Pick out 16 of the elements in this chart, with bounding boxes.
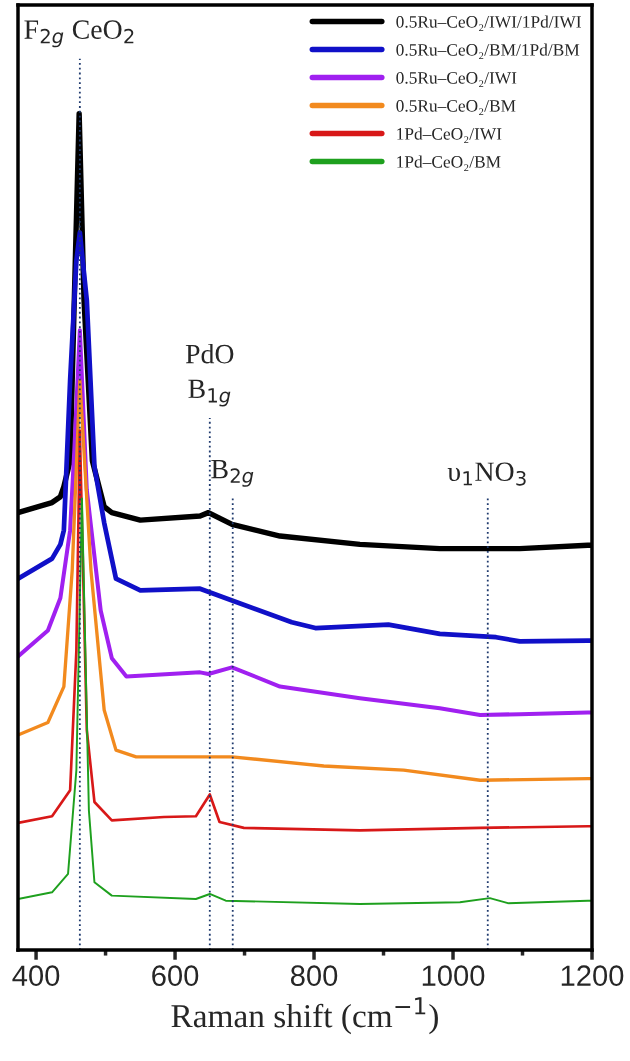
legend-label: 0.5Ru–CeO₂/IWI/1Pd/IWI bbox=[396, 15, 581, 32]
legend-label: 1Pd–CeO₂/BM bbox=[397, 155, 501, 172]
legend-label: 0.5Ru–CeO₂/IWI bbox=[396, 72, 517, 88]
legend-label: 1Pd–CeO₂/IWI bbox=[397, 127, 502, 144]
x-tick-label: 400 bbox=[12, 965, 60, 987]
ref-line-label: υ$_{1}$NO$_{3}$ bbox=[447, 462, 526, 486]
ref-line-label: F$_{2g}$ CeO$_{2}$ bbox=[24, 20, 134, 48]
x-tick-label: 1200 bbox=[561, 965, 624, 987]
x-tick-label: 1000 bbox=[422, 965, 485, 987]
x-tick-label: 800 bbox=[290, 965, 338, 987]
ref-line-label: B$_{2g}$ bbox=[211, 460, 254, 487]
x-tick-label: 600 bbox=[152, 965, 199, 987]
legend-label: 0.5Ru–CeO₂/BM bbox=[396, 100, 516, 116]
ref-line-label: PdO B$_{1g}$ bbox=[185, 343, 234, 407]
x-axis-title: Raman shift (cm$^{−1}$) bbox=[171, 997, 438, 1035]
legend-label: 0.5Ru–CeO₂/BM/1Pd/BM bbox=[396, 43, 580, 60]
